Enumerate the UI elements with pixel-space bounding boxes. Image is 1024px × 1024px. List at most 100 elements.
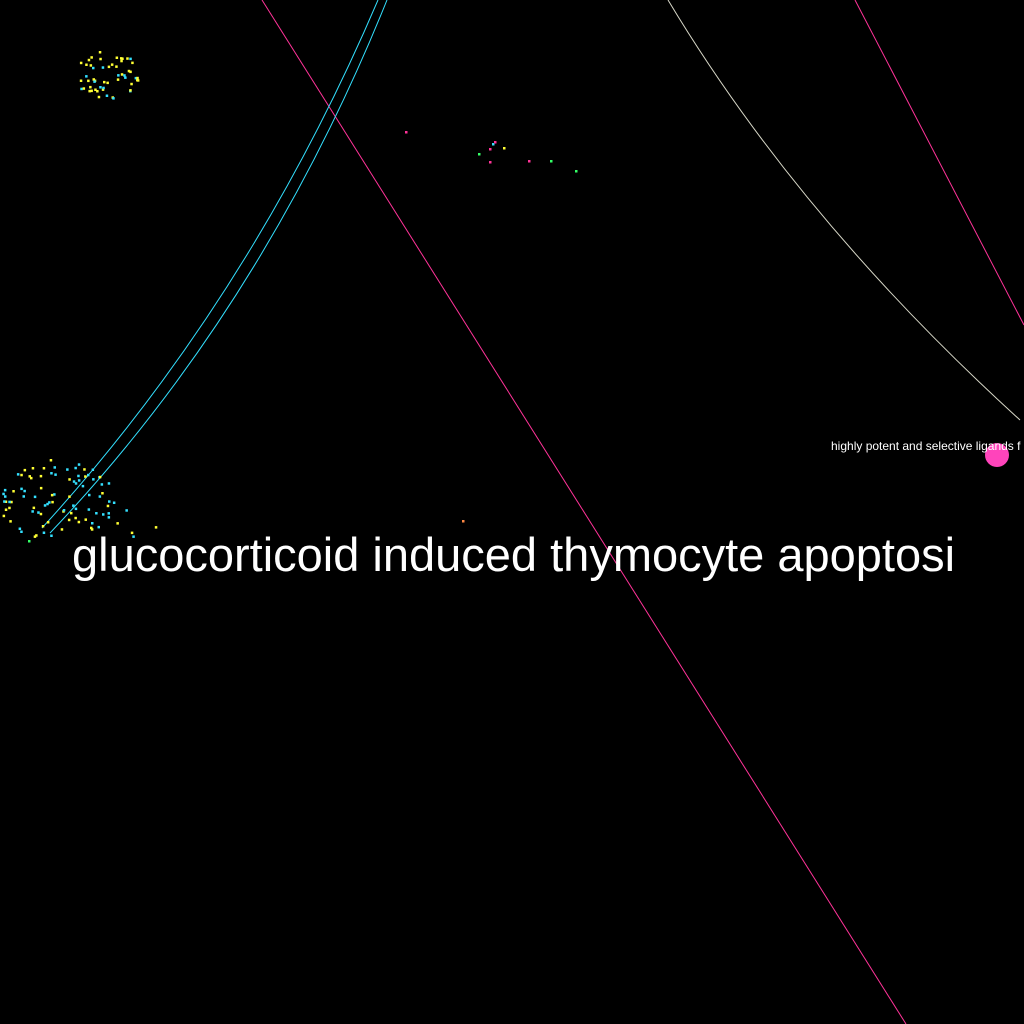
node-dot [32, 506, 36, 510]
node-dot [90, 89, 93, 93]
cyan-edge-inner [49, 0, 388, 534]
node-dot [3, 500, 6, 503]
node-dot [60, 528, 64, 531]
node-dot [95, 512, 98, 515]
node-dot [12, 490, 15, 493]
node-dot [94, 88, 97, 91]
node-dot [81, 484, 85, 488]
node-dot [98, 51, 102, 54]
node-dot [50, 472, 53, 475]
node-dot [492, 143, 495, 146]
highlighted-node[interactable] [985, 443, 1009, 467]
node-dot [106, 504, 110, 508]
node-dot [93, 80, 96, 83]
node-dot [98, 475, 102, 479]
node-dot [489, 148, 492, 151]
node-dot [97, 95, 101, 99]
node-dot [129, 70, 132, 74]
node-dot [79, 79, 83, 82]
node-dot [116, 78, 120, 81]
node-dot [82, 87, 86, 90]
node-dot [99, 86, 102, 89]
node-dot [494, 141, 497, 144]
node-dot [10, 500, 13, 504]
cluster-middle [28, 131, 578, 543]
node-dot [68, 495, 71, 498]
node-dot [489, 161, 492, 164]
node-dot [96, 90, 99, 93]
node-dot [28, 540, 31, 543]
node-dot [9, 520, 12, 523]
cluster-left-outliers [107, 509, 158, 538]
node-dot [84, 475, 87, 478]
node-dot [20, 530, 23, 533]
node-dot [108, 500, 111, 503]
node-dot [80, 87, 83, 91]
node-dot [101, 492, 104, 495]
node-dot [46, 502, 49, 506]
node-dot [106, 81, 109, 85]
node-dot [31, 510, 34, 513]
node-dot [130, 82, 133, 86]
node-dot [62, 509, 66, 512]
node-dot [46, 521, 50, 524]
node-dot [134, 76, 138, 80]
node-dot [37, 511, 40, 514]
node-dot [88, 493, 91, 497]
node-dot [87, 58, 91, 62]
node-dot [136, 78, 139, 82]
node-dot [67, 518, 71, 522]
node-dot [478, 153, 481, 156]
node-dot [50, 493, 54, 497]
node-dot [43, 504, 47, 507]
node-dot [112, 97, 115, 100]
node-dot [28, 475, 31, 478]
node-dot [8, 500, 11, 504]
node-dot [127, 69, 131, 73]
node-dot [4, 508, 8, 511]
node-dot [130, 531, 134, 535]
node-dot [405, 131, 408, 134]
node-dot [39, 486, 43, 490]
node-dot [77, 479, 81, 482]
cyan-edge-outer [41, 0, 379, 529]
cluster-left [2, 459, 116, 538]
node-dot [550, 160, 553, 163]
node-dot [101, 88, 105, 91]
node-dot [117, 74, 120, 77]
node-dot [50, 534, 53, 537]
node-dot [97, 525, 100, 529]
node-dot [4, 495, 7, 498]
node-dot [68, 478, 71, 481]
node-dot [116, 522, 119, 525]
node-dot [33, 495, 37, 499]
node-dot [126, 57, 129, 60]
node-dot [528, 160, 531, 163]
node-dot [90, 528, 94, 531]
node-dot [120, 73, 124, 76]
node-dot [54, 473, 57, 476]
node-dot [53, 493, 56, 496]
node-dot [16, 473, 20, 476]
node-dot [41, 525, 45, 528]
node-dot [89, 64, 93, 67]
node-dot [91, 522, 94, 525]
node-dot [124, 76, 127, 79]
node-dot [125, 509, 128, 512]
node-dot [87, 79, 90, 83]
node-dot [462, 520, 465, 523]
node-dot [154, 526, 158, 529]
node-dot [115, 56, 119, 59]
node-dot [30, 476, 33, 480]
node-dot [92, 478, 95, 481]
edges-layer [41, 0, 1024, 1024]
node-dot [8, 506, 11, 510]
node-dot [99, 57, 102, 61]
node-dot [31, 467, 35, 470]
node-dot [20, 473, 23, 477]
node-dot [129, 57, 132, 61]
node-dot [23, 489, 26, 493]
node-dot [84, 518, 87, 521]
node-dot [101, 66, 105, 69]
